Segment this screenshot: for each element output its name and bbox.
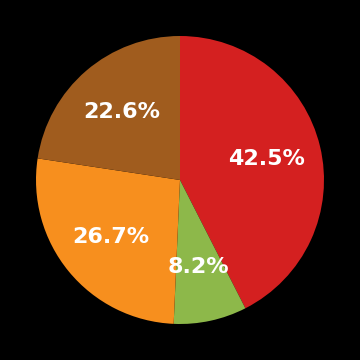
Wedge shape (180, 36, 324, 308)
Wedge shape (174, 180, 246, 324)
Wedge shape (36, 158, 180, 324)
Text: 42.5%: 42.5% (228, 149, 305, 169)
Text: 22.6%: 22.6% (83, 102, 160, 122)
Text: 26.7%: 26.7% (72, 227, 150, 247)
Wedge shape (38, 36, 180, 180)
Text: 8.2%: 8.2% (168, 257, 230, 277)
